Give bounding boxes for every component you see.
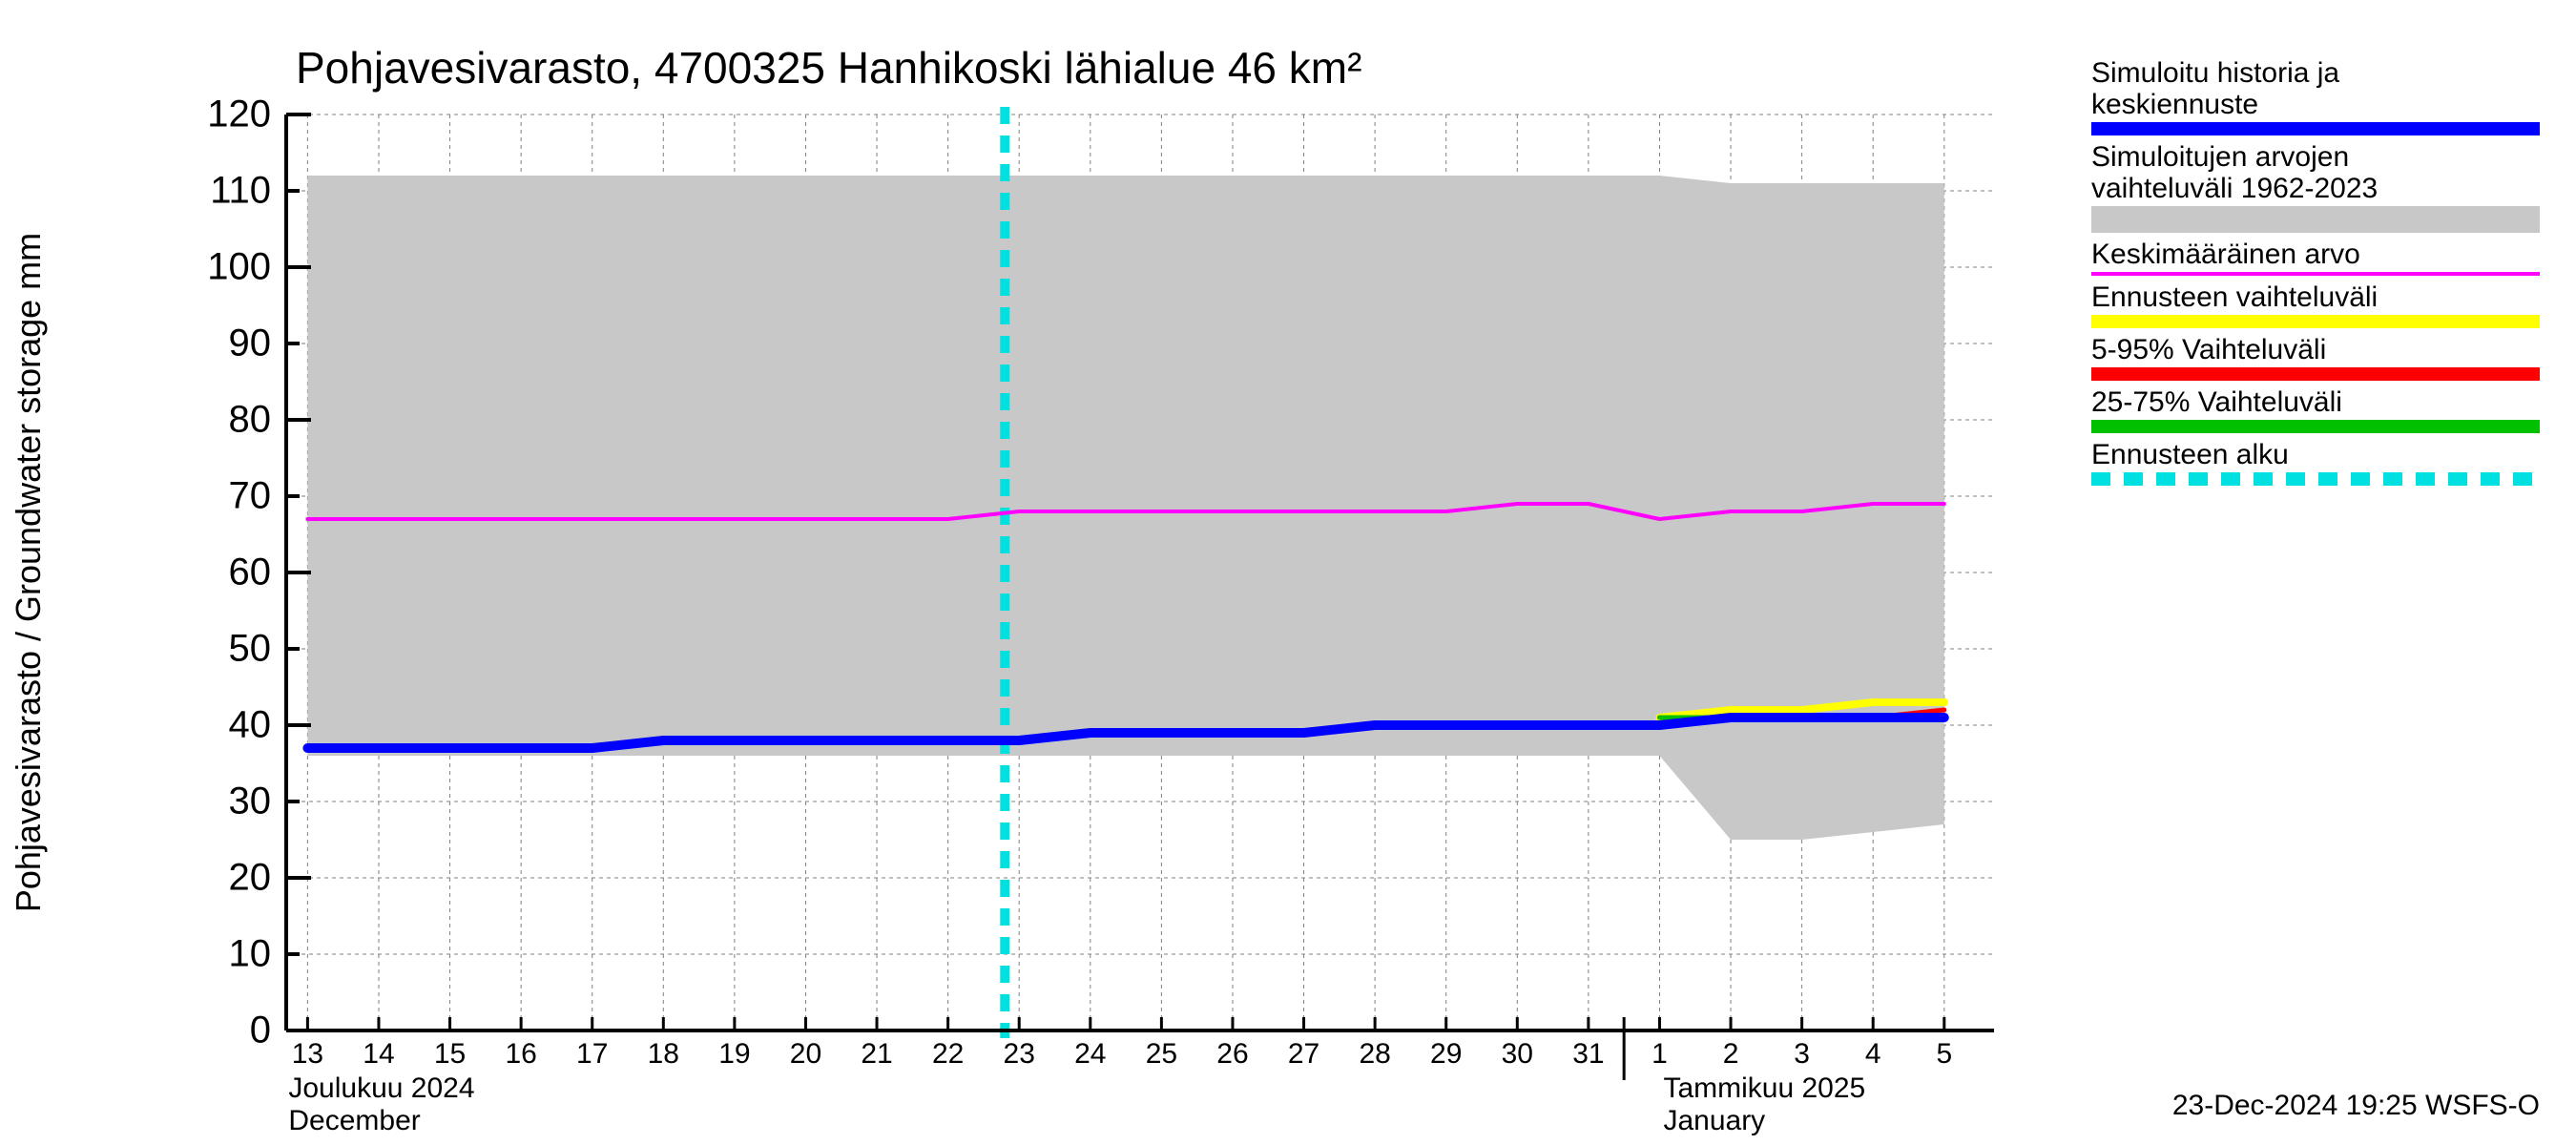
legend-item: Ennusteen alku xyxy=(2091,439,2540,486)
chart-title: Pohjavesivarasto, 4700325 Hanhikoski läh… xyxy=(296,42,1361,94)
y-tick-label: 90 xyxy=(229,323,287,365)
legend-item: Simuloitujen arvojenvaihteluväli 1962-20… xyxy=(2091,141,2540,233)
y-tick-label: 0 xyxy=(250,1010,286,1052)
y-tick-label: 60 xyxy=(229,552,287,594)
y-tick-label: 70 xyxy=(229,475,287,518)
y-axis-label: Pohjavesivarasto / Groundwater storage m… xyxy=(9,233,49,912)
x-tick-label: 26 xyxy=(1216,1030,1248,1071)
y-tick-label: 20 xyxy=(229,857,287,900)
x-tick-label: 3 xyxy=(1794,1030,1810,1071)
x-tick-label: 22 xyxy=(932,1030,964,1071)
legend: Simuloitu historia jakeskiennusteSimuloi… xyxy=(2091,57,2540,491)
legend-label: vaihteluväli 1962-2023 xyxy=(2091,173,2540,204)
legend-label: Simuloitujen arvojen xyxy=(2091,141,2540,173)
legend-swatch xyxy=(2091,272,2540,276)
legend-label: Ennusteen vaihteluväli xyxy=(2091,281,2540,313)
y-tick-label: 50 xyxy=(229,628,287,671)
x-tick-label: 24 xyxy=(1074,1030,1106,1071)
legend-swatch xyxy=(2091,367,2540,381)
x-tick-label: 17 xyxy=(576,1030,608,1071)
x-tick-label: 14 xyxy=(363,1030,394,1071)
legend-item: Ennusteen vaihteluväli xyxy=(2091,281,2540,328)
y-tick-label: 40 xyxy=(229,704,287,747)
legend-swatch xyxy=(2091,206,2540,233)
y-tick-label: 30 xyxy=(229,781,287,823)
legend-swatch xyxy=(2091,420,2540,433)
x-tick-label: 2 xyxy=(1723,1030,1739,1071)
x-tick-label: 23 xyxy=(1004,1030,1035,1071)
legend-swatch xyxy=(2091,315,2540,328)
legend-label: Ennusteen alku xyxy=(2091,439,2540,470)
x-tick-label: 5 xyxy=(1936,1030,1952,1071)
chart-page: Pohjavesivarasto / Groundwater storage m… xyxy=(0,0,2576,1145)
x-tick-label: 13 xyxy=(292,1030,323,1071)
x-month-label: December xyxy=(288,1105,420,1137)
y-tick-label: 80 xyxy=(229,399,287,442)
footer-timestamp: 23-Dec-2024 19:25 WSFS-O xyxy=(2172,1090,2540,1122)
x-tick-label: 28 xyxy=(1359,1030,1390,1071)
plot-svg xyxy=(286,114,1994,1030)
legend-label: 5-95% Vaihteluväli xyxy=(2091,334,2540,365)
x-month-label: January xyxy=(1663,1105,1765,1137)
x-tick-label: 29 xyxy=(1430,1030,1462,1071)
legend-swatch xyxy=(2091,122,2540,135)
x-tick-label: 27 xyxy=(1288,1030,1319,1071)
x-tick-label: 20 xyxy=(790,1030,821,1071)
x-tick-label: 19 xyxy=(718,1030,750,1071)
x-tick-label: 31 xyxy=(1572,1030,1604,1071)
legend-swatch xyxy=(2091,472,2540,486)
x-tick-label: 25 xyxy=(1146,1030,1177,1071)
legend-item: Simuloitu historia jakeskiennuste xyxy=(2091,57,2540,135)
x-tick-label: 4 xyxy=(1865,1030,1881,1071)
legend-label: Simuloitu historia ja xyxy=(2091,57,2540,89)
legend-label: keskiennuste xyxy=(2091,89,2540,120)
x-tick-label: 30 xyxy=(1502,1030,1533,1071)
legend-label: Keskimääräinen arvo xyxy=(2091,239,2540,270)
legend-item: Keskimääräinen arvo xyxy=(2091,239,2540,276)
y-tick-label: 110 xyxy=(210,170,286,213)
x-month-label: Tammikuu 2025 xyxy=(1663,1072,1865,1105)
y-tick-label: 100 xyxy=(207,246,286,289)
x-month-label: Joulukuu 2024 xyxy=(288,1072,474,1105)
x-tick-label: 21 xyxy=(861,1030,892,1071)
x-tick-label: 16 xyxy=(505,1030,536,1071)
y-tick-label: 10 xyxy=(229,933,287,976)
legend-item: 25-75% Vaihteluväli xyxy=(2091,386,2540,433)
legend-item: 5-95% Vaihteluväli xyxy=(2091,334,2540,381)
x-tick-label: 15 xyxy=(434,1030,466,1071)
legend-label: 25-75% Vaihteluväli xyxy=(2091,386,2540,418)
x-tick-label: 1 xyxy=(1652,1030,1668,1071)
x-tick-label: 18 xyxy=(648,1030,679,1071)
plot-area: 0102030405060708090100110120131415161718… xyxy=(286,114,1994,1030)
y-tick-label: 120 xyxy=(207,94,286,136)
